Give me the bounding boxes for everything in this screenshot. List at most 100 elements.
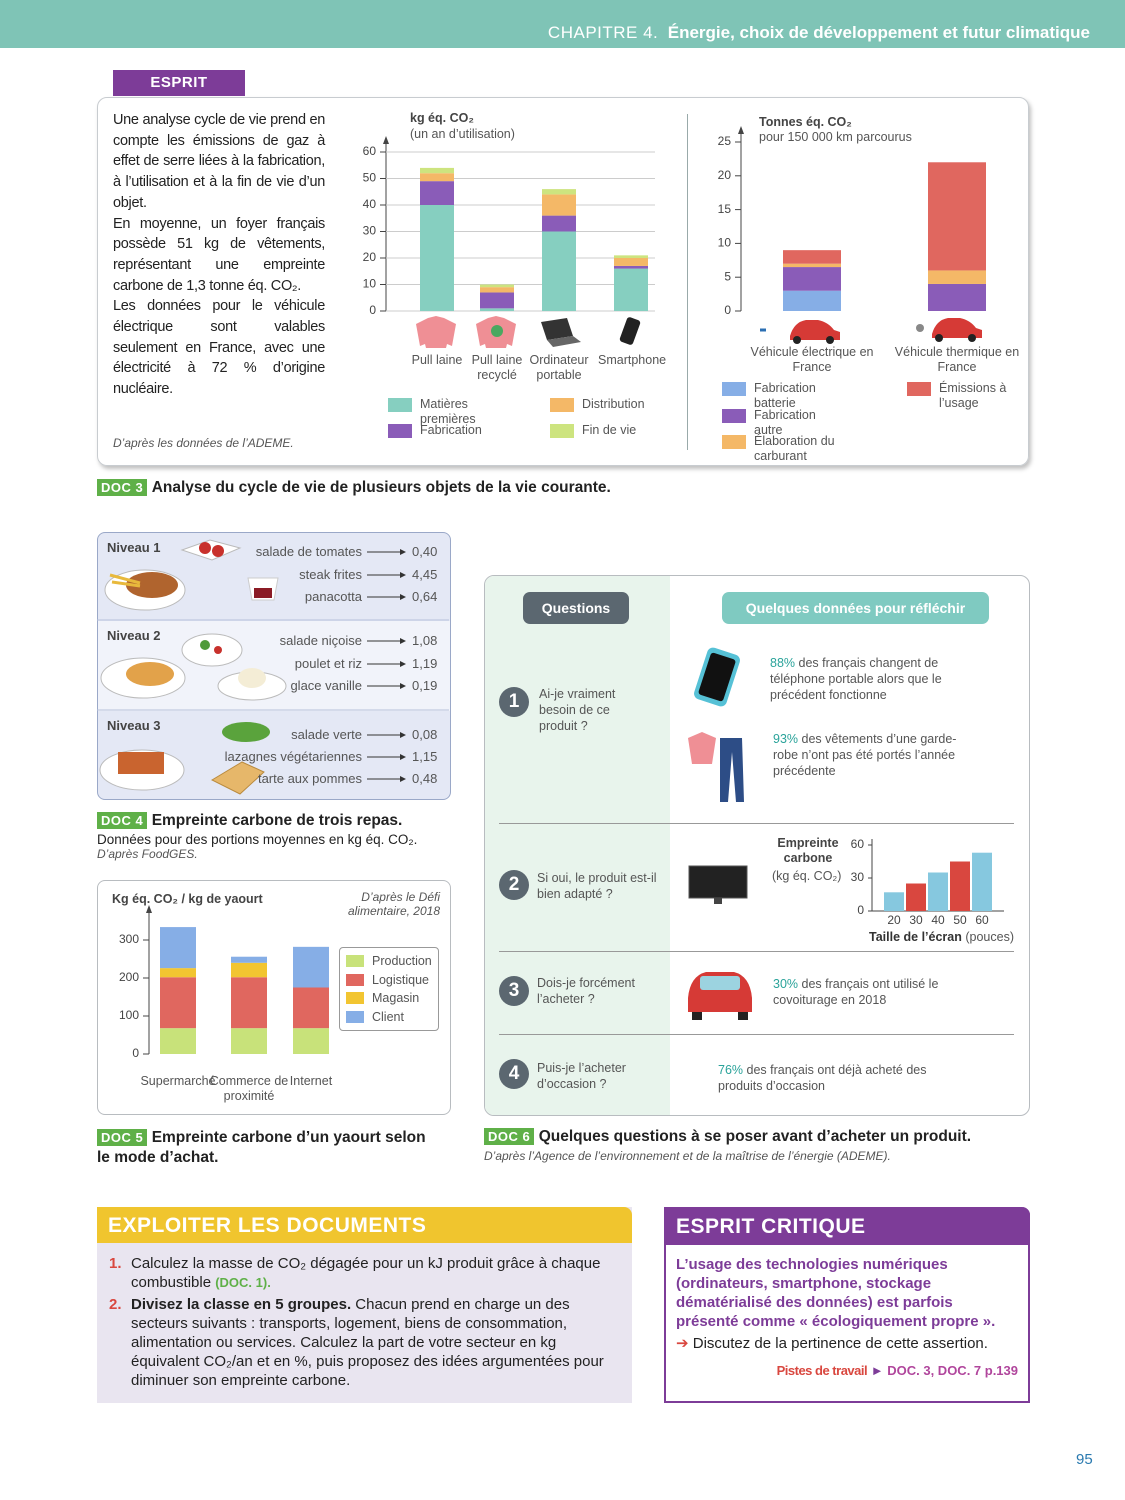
- x-tick-label: 20: [887, 913, 901, 927]
- dish-name: poulet et riz: [294, 656, 362, 671]
- arrow-head: [400, 683, 406, 689]
- bar-segment: [783, 263, 841, 268]
- bar-segment: [928, 162, 986, 271]
- y-tick-label: 0: [369, 303, 376, 317]
- dish-value: 1,15: [412, 749, 438, 764]
- doc5-source: D’après le Défi alimentaire, 2018: [347, 890, 440, 918]
- bar-segment: [293, 1028, 329, 1054]
- icon-car: [688, 972, 752, 1020]
- hint-label: Pistes de travail: [776, 1363, 868, 1378]
- mini-y-unit: (kg éq. CO₂): [772, 869, 842, 883]
- fact: 30% des français ont utilisé le covoitur…: [773, 976, 973, 1008]
- y-tick-label: 20: [363, 250, 377, 264]
- prompt-line: ➔ Discutez de la pertinence de cette ass…: [676, 1335, 988, 1352]
- category-label: Internet: [289, 1074, 333, 1088]
- caption: Analyse du cycle de vie de plusieurs obj…: [151, 479, 611, 496]
- bar-segment: [231, 962, 267, 978]
- paragraph: En moyenne, un foyer français possède 51…: [113, 215, 325, 294]
- critique-title: ESPRIT CRITIQUE: [664, 1207, 1030, 1245]
- fact: 88% des français changent de téléphone p…: [770, 655, 970, 703]
- doc5-box: [97, 880, 451, 1115]
- row-number: 4: [499, 1059, 529, 1089]
- dish-name: panacotta: [304, 589, 362, 604]
- chart1-y-sublabel: (un an d’utilisation): [410, 127, 515, 141]
- legend-swatch: [346, 1011, 364, 1023]
- exercises-list: 1. Calculez la masse de CO₂ dégagée pour…: [97, 1243, 632, 1390]
- arrow-head: [400, 572, 406, 578]
- bar-segment: [928, 270, 986, 284]
- icon-sweater: [416, 316, 456, 348]
- caption: Empreinte carbone de trois repas.: [151, 812, 403, 829]
- arrow-head: [400, 776, 406, 782]
- legend-label: Fin de vie: [582, 423, 637, 437]
- bar-segment: [160, 1028, 196, 1054]
- statement: L’usage des technologies numériques (ord…: [676, 1256, 996, 1330]
- bar: [884, 892, 904, 911]
- doc4-caption: DOC 4 Empreinte carbone de trois repas. …: [97, 812, 457, 861]
- exercise: 1. Calculez la masse de CO₂ dégagée pour…: [109, 1254, 614, 1292]
- paragraph: Une analyse cycle de vie prend en compte…: [113, 112, 325, 211]
- caption: Quelques questions à se poser avant d’ac…: [538, 1128, 972, 1145]
- legend-swatch: [550, 398, 574, 412]
- dish-value: 0,48: [412, 771, 438, 786]
- icon-phone: [619, 317, 641, 345]
- category-label: Smartphone: [598, 353, 667, 367]
- header: CHAPITRE 4. Énergie, choix de développem…: [548, 23, 1090, 43]
- dish-name: lazagnes végétariennes: [224, 749, 362, 764]
- doc-label: DOC 4: [97, 812, 148, 829]
- x-tick-label: 40: [931, 913, 945, 927]
- item-text: Calculez la masse de CO₂ dégagée pour un…: [131, 1255, 601, 1291]
- bar-segment: [542, 194, 576, 216]
- icon-clothes: [688, 732, 744, 802]
- row-number: 2: [499, 870, 529, 900]
- icon-smartphone: [694, 647, 740, 707]
- y-tick-label: 0: [132, 1046, 139, 1060]
- bar-segment: [231, 977, 267, 1029]
- x-tick-label: 60: [975, 913, 989, 927]
- level-name: Niveau 3: [107, 718, 161, 733]
- arrow-head: [400, 594, 406, 600]
- dish-value: 1,19: [412, 656, 438, 671]
- x-tick-label: 30: [909, 913, 923, 927]
- bar-segment: [293, 987, 329, 1029]
- separator: [499, 951, 1014, 952]
- legend-swatch: [722, 435, 746, 449]
- bar-segment: [160, 977, 196, 1029]
- legend-swatch: [388, 424, 412, 438]
- legend-label: Distribution: [582, 397, 645, 411]
- legend-swatch: [550, 424, 574, 438]
- bar-segment: [783, 267, 841, 291]
- item-body: Calculez la masse de CO₂ dégagée pour un…: [131, 1254, 614, 1292]
- bar-segment: [480, 284, 514, 288]
- separator: [499, 1034, 1014, 1035]
- paragraph: Les données pour le véhicule électrique …: [113, 298, 325, 398]
- row-number: 3: [499, 976, 529, 1006]
- bar-segment: [614, 268, 648, 311]
- dish-name: salade niçoise: [279, 633, 362, 648]
- doc3-text: Une analyse cycle de vie prend en compte…: [113, 110, 325, 400]
- mini-y-label: Empreinte carbone: [777, 836, 839, 865]
- doc5-caption: DOC 5 Empreinte carbone d’un yaourt selo…: [97, 1128, 427, 1168]
- y-tick-label: 60: [851, 837, 865, 851]
- fact-pct: 93%: [773, 732, 799, 746]
- dish-name: tarte aux pommes: [257, 771, 362, 786]
- question: Puis-je l’acheter d’occasion ?: [537, 1061, 626, 1091]
- questions-column: [485, 576, 670, 1115]
- bar-segment: [480, 287, 514, 293]
- exercise: 2. Divisez la classe en 5 groupes. Chacu…: [109, 1295, 614, 1390]
- caption-source: D’après l’Agence de l’environnement et d…: [484, 1149, 891, 1163]
- doc3-caption: DOC 3 Analyse du cycle de vie de plusieu…: [97, 479, 611, 497]
- caption-source: D’après FoodGES.: [97, 847, 198, 861]
- y-tick-label: 30: [851, 870, 865, 884]
- arrow-head: [400, 549, 406, 555]
- y-tick-label: 10: [718, 236, 732, 250]
- fact-text: des français changent de téléphone porta…: [770, 656, 942, 702]
- fact: 93% des vêtements d’une garde-robe n’ont…: [773, 731, 973, 779]
- icon-tv: [688, 865, 748, 904]
- category-label: Véhicule électrique en France: [750, 345, 874, 374]
- divider: [687, 114, 688, 450]
- y-tick-label: 30: [363, 224, 377, 238]
- legend-swatch: [722, 382, 746, 396]
- doc-label: DOC 3: [97, 479, 148, 496]
